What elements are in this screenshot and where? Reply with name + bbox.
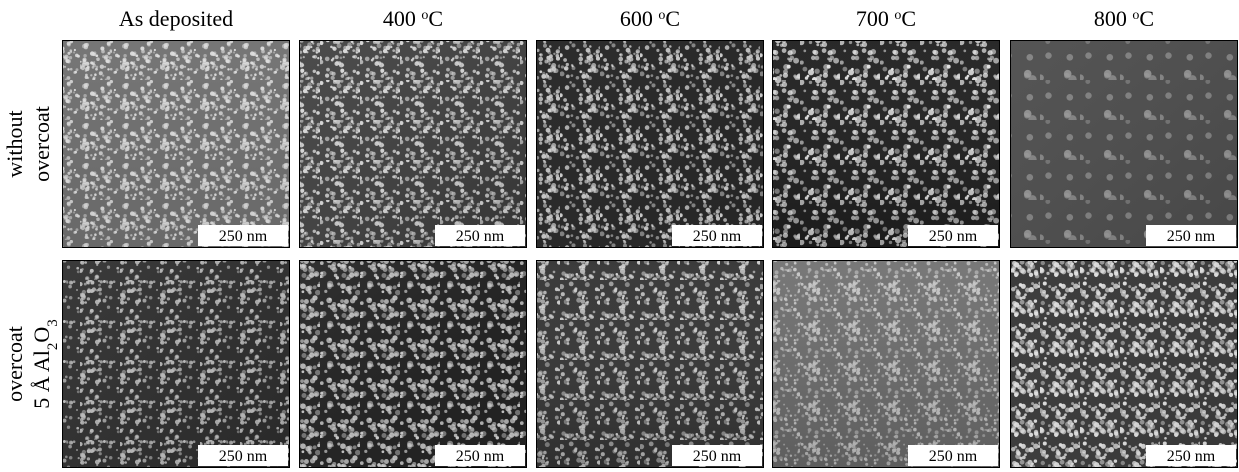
shading bbox=[62, 260, 290, 468]
shading bbox=[536, 40, 764, 248]
header-part: o bbox=[1132, 8, 1139, 23]
sem-panel: 250 nm bbox=[62, 40, 290, 248]
header-part: As deposited bbox=[119, 6, 233, 31]
panel-border bbox=[772, 40, 1000, 248]
shading bbox=[1010, 260, 1238, 468]
scale-bar-box bbox=[672, 225, 762, 246]
header-part: C bbox=[665, 6, 680, 31]
header-part: C bbox=[1139, 6, 1154, 31]
scale-bar-label: 250 nm bbox=[219, 228, 268, 245]
panel-border bbox=[62, 260, 290, 468]
column-header: 800 oC bbox=[1094, 6, 1154, 31]
scale-bar-box bbox=[908, 445, 998, 466]
row-label-part: overcoat bbox=[29, 106, 54, 182]
scale-bar-label: 250 nm bbox=[1167, 448, 1216, 465]
scale-bar-box bbox=[435, 225, 525, 246]
sem-panel: 250 nm bbox=[536, 40, 764, 248]
row-label-part: overcoat bbox=[2, 326, 27, 402]
header-part: o bbox=[658, 8, 665, 23]
scale-bar-box bbox=[1146, 445, 1236, 466]
panel-border bbox=[299, 40, 527, 248]
header-part: 700 bbox=[856, 6, 895, 31]
column-header: As deposited bbox=[119, 6, 233, 31]
sem-panel: 250 nm bbox=[299, 260, 527, 468]
scale-bar-box bbox=[1146, 225, 1236, 246]
header-part: o bbox=[894, 8, 901, 23]
row-label-part: without bbox=[2, 110, 27, 177]
shading bbox=[772, 40, 1000, 248]
sem-panel: 250 nm bbox=[536, 260, 764, 468]
scale-bar-label: 250 nm bbox=[929, 448, 978, 465]
panel-border bbox=[1010, 40, 1238, 248]
row-label-part: 2 bbox=[45, 343, 61, 351]
panel-border bbox=[536, 40, 764, 248]
scale-bar-label: 250 nm bbox=[929, 228, 978, 245]
scale-bar-label: 250 nm bbox=[693, 448, 742, 465]
sem-panel: 250 nm bbox=[772, 260, 1000, 468]
scale-bar-label: 250 nm bbox=[1167, 228, 1216, 245]
row-label-part: O bbox=[29, 327, 54, 343]
sem-panel: 250 nm bbox=[62, 260, 290, 468]
panel-border bbox=[299, 260, 527, 468]
shading bbox=[299, 260, 527, 468]
panel-border bbox=[772, 260, 1000, 468]
shading bbox=[62, 40, 290, 248]
shading bbox=[772, 260, 1000, 468]
column-header: 400 oC bbox=[383, 6, 443, 31]
header-part: C bbox=[428, 6, 443, 31]
scale-bar-box bbox=[198, 225, 288, 246]
scale-bar-box bbox=[908, 225, 998, 246]
panel-border bbox=[1010, 260, 1238, 468]
column-header: 700 oC bbox=[856, 6, 916, 31]
scale-bar-label: 250 nm bbox=[219, 448, 268, 465]
row-label-part: 5 Å Al bbox=[29, 350, 54, 409]
scale-bar-box bbox=[435, 445, 525, 466]
scale-bar-label: 250 nm bbox=[693, 228, 742, 245]
shading bbox=[536, 260, 764, 468]
column-header: 600 oC bbox=[620, 6, 680, 31]
scale-bar-box bbox=[198, 445, 288, 466]
row-label: without bbox=[2, 110, 27, 177]
shading bbox=[1010, 40, 1238, 248]
scale-bar-label: 250 nm bbox=[456, 448, 505, 465]
row-label: overcoat bbox=[29, 106, 54, 182]
sem-panel: 250 nm bbox=[1010, 40, 1238, 248]
sem-panel: 250 nm bbox=[772, 40, 1000, 248]
scale-bar-box bbox=[672, 445, 762, 466]
panel-border bbox=[536, 260, 764, 468]
row-label-part: 3 bbox=[45, 319, 61, 327]
panel-border bbox=[62, 40, 290, 248]
header-part: 800 bbox=[1094, 6, 1133, 31]
sem-panel: 250 nm bbox=[1010, 260, 1238, 468]
header-part: 600 bbox=[620, 6, 659, 31]
shading bbox=[299, 40, 527, 248]
header-part: 400 bbox=[383, 6, 422, 31]
sem-panel: 250 nm bbox=[299, 40, 527, 248]
row-label: 5 Å Al2O3 bbox=[29, 319, 61, 409]
header-part: C bbox=[901, 6, 916, 31]
scale-bar-label: 250 nm bbox=[456, 228, 505, 245]
row-label: overcoat bbox=[2, 326, 27, 402]
header-part: o bbox=[421, 8, 428, 23]
